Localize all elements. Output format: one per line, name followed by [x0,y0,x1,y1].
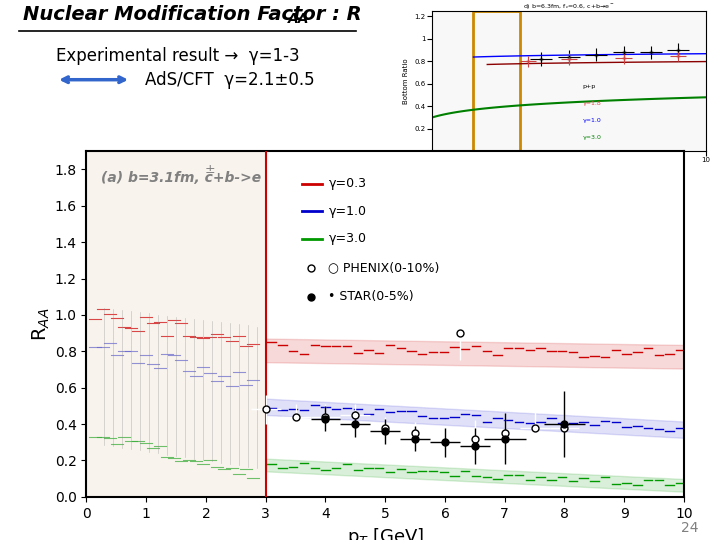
Bar [473,11,520,151]
Bar [86,151,266,497]
Y-axis label: Bottom Ratio: Bottom Ratio [403,58,409,104]
X-axis label: p$_{T}$ [GeV]: p$_{T}$ [GeV] [346,526,424,540]
Text: Nuclear Modification Factor : R: Nuclear Modification Factor : R [23,5,362,24]
Text: γ=3.0: γ=3.0 [582,134,601,139]
Text: ○ PHENIX(0-10%): ○ PHENIX(0-10%) [328,261,440,274]
Text: p+p: p+p [582,84,595,89]
Text: γ=1.8: γ=1.8 [582,101,601,106]
Text: AA: AA [288,12,310,26]
Text: ±: ± [204,163,215,176]
Text: Experimental result →  γ=1-3: Experimental result → γ=1-3 [56,46,300,65]
Text: (a) b=3.1fm, c+b->e: (a) b=3.1fm, c+b->e [102,171,261,185]
Text: 24: 24 [681,521,698,535]
Text: γ=1.0: γ=1.0 [582,118,601,123]
X-axis label: p$_T$ [GeV]: p$_T$ [GeV] [553,169,585,179]
Text: AdS/CFT  γ=2.1±0.5: AdS/CFT γ=2.1±0.5 [145,71,315,89]
Text: γ=3.0: γ=3.0 [328,232,366,245]
Title: d) b=6.3fm, f$_c$=0.6, c+b→e$^-$: d) b=6.3fm, f$_c$=0.6, c+b→e$^-$ [523,2,615,11]
Text: γ=1.0: γ=1.0 [328,205,366,218]
Text: • STAR(0-5%): • STAR(0-5%) [328,290,414,303]
Text: γ=0.3: γ=0.3 [328,178,366,191]
Y-axis label: R$_{AA}$: R$_{AA}$ [30,307,52,341]
